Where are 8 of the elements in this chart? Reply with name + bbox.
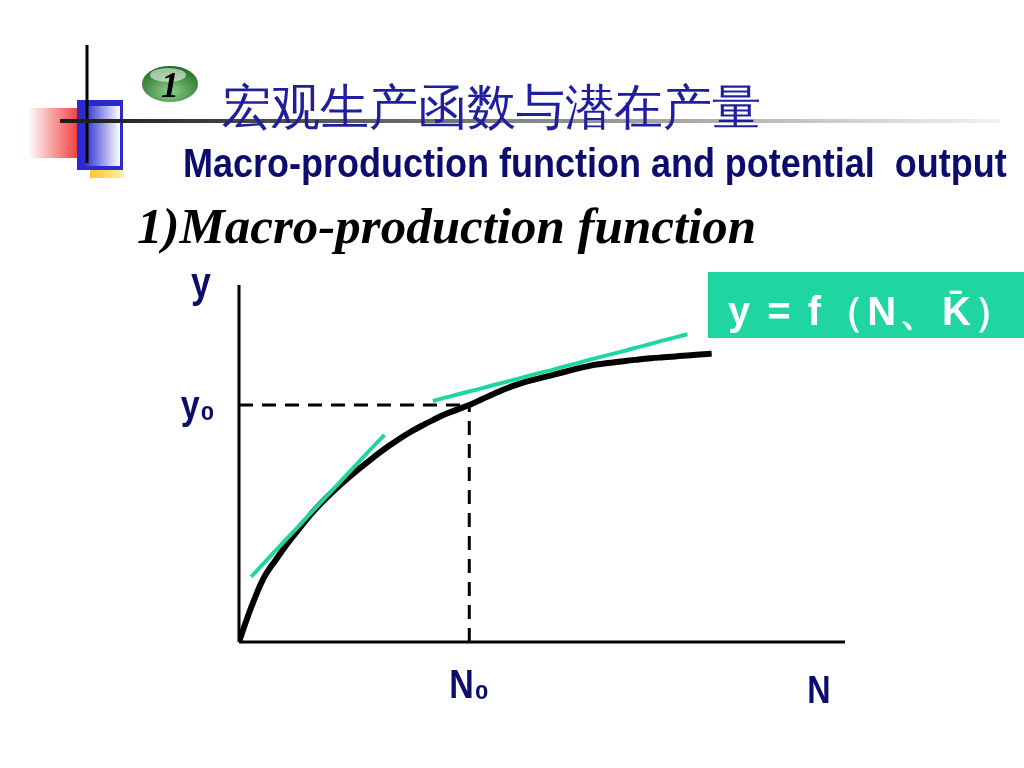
ref-line-label: y₀ — [180, 382, 215, 428]
series-label: y = f（N、K̄） — [728, 289, 1017, 333]
x-axis-title: N — [807, 668, 831, 711]
text: N₀ — [449, 661, 490, 707]
text: 1 — [161, 65, 179, 105]
y-axis-title: y — [191, 259, 212, 306]
chart-subtitle: Macro-production function and potential output — [183, 141, 1008, 186]
text: 1)Macro-production function — [137, 198, 757, 254]
